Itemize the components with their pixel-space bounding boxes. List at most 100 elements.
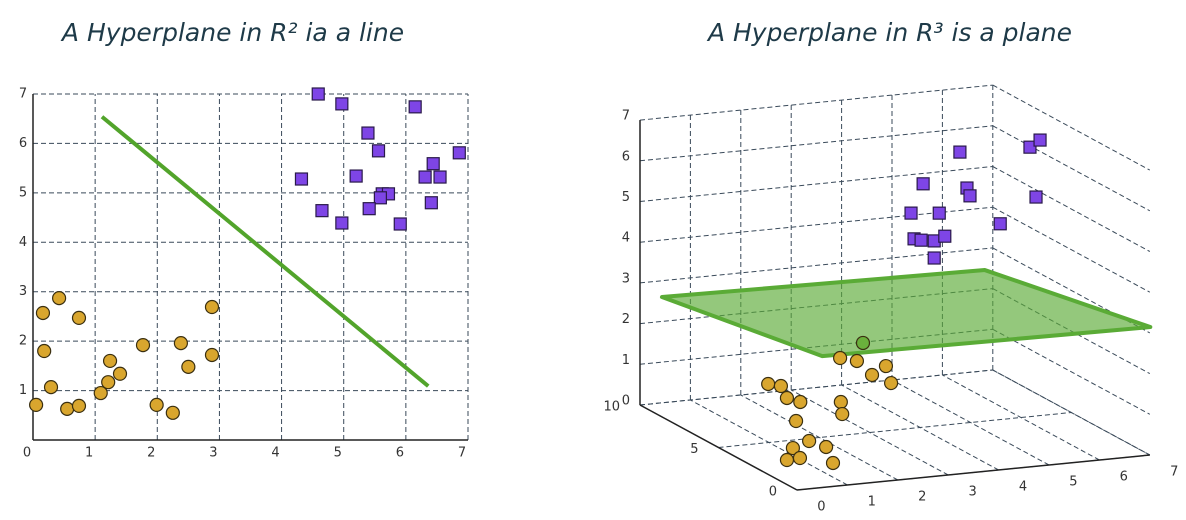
circle-point bbox=[785, 440, 800, 456]
x-tick-label: 7 bbox=[458, 446, 466, 461]
square-point bbox=[1023, 140, 1037, 154]
square-point bbox=[963, 189, 977, 203]
square-point bbox=[993, 217, 1007, 231]
circle-point bbox=[793, 394, 808, 410]
y-tick-label: 5 bbox=[19, 185, 27, 200]
grid-line bbox=[891, 379, 1050, 466]
circle-point bbox=[37, 343, 52, 359]
grid-line bbox=[942, 374, 1100, 461]
square-point bbox=[418, 170, 432, 184]
z-tick-label: 4 bbox=[622, 231, 630, 246]
x-tick-label: 3 bbox=[968, 485, 976, 500]
x-tick-label: 5 bbox=[334, 446, 342, 461]
square-point bbox=[362, 202, 376, 216]
circle-point bbox=[833, 394, 848, 410]
circle-point bbox=[818, 439, 834, 455]
circle-point bbox=[204, 347, 220, 363]
circle-point bbox=[165, 405, 180, 420]
grid-line bbox=[639, 206, 993, 243]
circle-point bbox=[135, 337, 151, 353]
circle-point bbox=[802, 433, 817, 449]
x-tick-label: 0 bbox=[817, 500, 825, 515]
circle-point bbox=[792, 450, 808, 466]
circle-point bbox=[883, 375, 899, 391]
circle-point bbox=[93, 385, 108, 401]
square-point bbox=[1029, 190, 1043, 204]
circle-point bbox=[149, 397, 164, 413]
circle-point bbox=[71, 398, 87, 413]
grid-line bbox=[992, 328, 1151, 415]
grid-line bbox=[639, 369, 993, 406]
square-point bbox=[408, 100, 422, 114]
z-tick-label: 7 bbox=[622, 109, 630, 124]
y-tick-label: 1 bbox=[19, 383, 27, 398]
square-point bbox=[373, 191, 387, 205]
x-tick-label: 5 bbox=[1069, 475, 1077, 490]
circle-point bbox=[864, 367, 880, 383]
square-point bbox=[349, 169, 363, 183]
circle-point bbox=[71, 310, 87, 326]
square-point bbox=[433, 170, 447, 184]
x-tick-label: 2 bbox=[918, 490, 926, 505]
circle-point bbox=[60, 401, 75, 416]
grid-line bbox=[992, 84, 1151, 171]
square-point bbox=[916, 177, 930, 191]
square-point bbox=[424, 196, 438, 210]
square-point bbox=[953, 145, 967, 159]
grid-line bbox=[992, 369, 1151, 456]
square-point bbox=[361, 126, 375, 140]
y-tick-label: 5 bbox=[690, 442, 698, 457]
square-point bbox=[311, 87, 325, 101]
grid-line bbox=[992, 125, 1151, 212]
x-tick-label: 4 bbox=[1019, 480, 1027, 495]
circle-point bbox=[878, 358, 894, 374]
circle-point bbox=[35, 305, 51, 321]
x-tick-label: 6 bbox=[396, 446, 404, 461]
circle-point bbox=[779, 452, 795, 468]
axis-line bbox=[639, 404, 798, 491]
x-tick-label: 0 bbox=[23, 446, 31, 461]
square-point bbox=[426, 157, 440, 171]
circle-point bbox=[43, 380, 59, 395]
grid-line bbox=[639, 125, 993, 162]
circle-point bbox=[173, 336, 188, 351]
grid-line bbox=[639, 247, 993, 284]
grid-line bbox=[790, 389, 949, 476]
square-point bbox=[904, 206, 918, 220]
circle-point bbox=[101, 375, 116, 390]
square-point bbox=[335, 97, 349, 111]
circle-point bbox=[825, 455, 841, 471]
x-tick-label: 4 bbox=[271, 446, 279, 461]
square-point bbox=[315, 204, 329, 218]
grid-line bbox=[992, 166, 1151, 252]
chart-title: A Hyperplane in R³ is a plane bbox=[706, 18, 1072, 47]
y-tick-label: 2 bbox=[19, 334, 27, 349]
z-tick-label: 6 bbox=[622, 149, 630, 164]
z-tick-label: 1 bbox=[622, 353, 630, 368]
square-point bbox=[1033, 133, 1047, 147]
square-point bbox=[452, 146, 466, 160]
z-tick-label: 5 bbox=[622, 190, 630, 205]
circle-point bbox=[855, 335, 871, 351]
hyperplane-plane bbox=[659, 268, 1153, 359]
x-tick-label: 6 bbox=[1120, 470, 1128, 485]
chart-title: A Hyperplane in R² ia a line bbox=[60, 18, 404, 47]
x-tick-label: 7 bbox=[1170, 465, 1178, 480]
circle-point bbox=[102, 353, 118, 369]
square-point bbox=[335, 216, 349, 230]
x-tick-label: 3 bbox=[209, 446, 217, 461]
circle-point bbox=[761, 376, 776, 392]
x-tick-label: 1 bbox=[85, 446, 93, 461]
z-tick-label: 2 bbox=[622, 312, 630, 327]
x-tick-label: 1 bbox=[868, 495, 876, 510]
z-tick-label: 0 bbox=[622, 394, 630, 409]
axis-line bbox=[796, 454, 1150, 491]
circle-point bbox=[112, 366, 128, 381]
y-tick-label: 7 bbox=[19, 87, 27, 102]
square-point bbox=[294, 172, 309, 186]
y-tick-label: 3 bbox=[19, 284, 27, 299]
grid-line bbox=[718, 412, 1072, 448]
circle-point bbox=[833, 350, 848, 366]
square-point bbox=[371, 144, 386, 158]
